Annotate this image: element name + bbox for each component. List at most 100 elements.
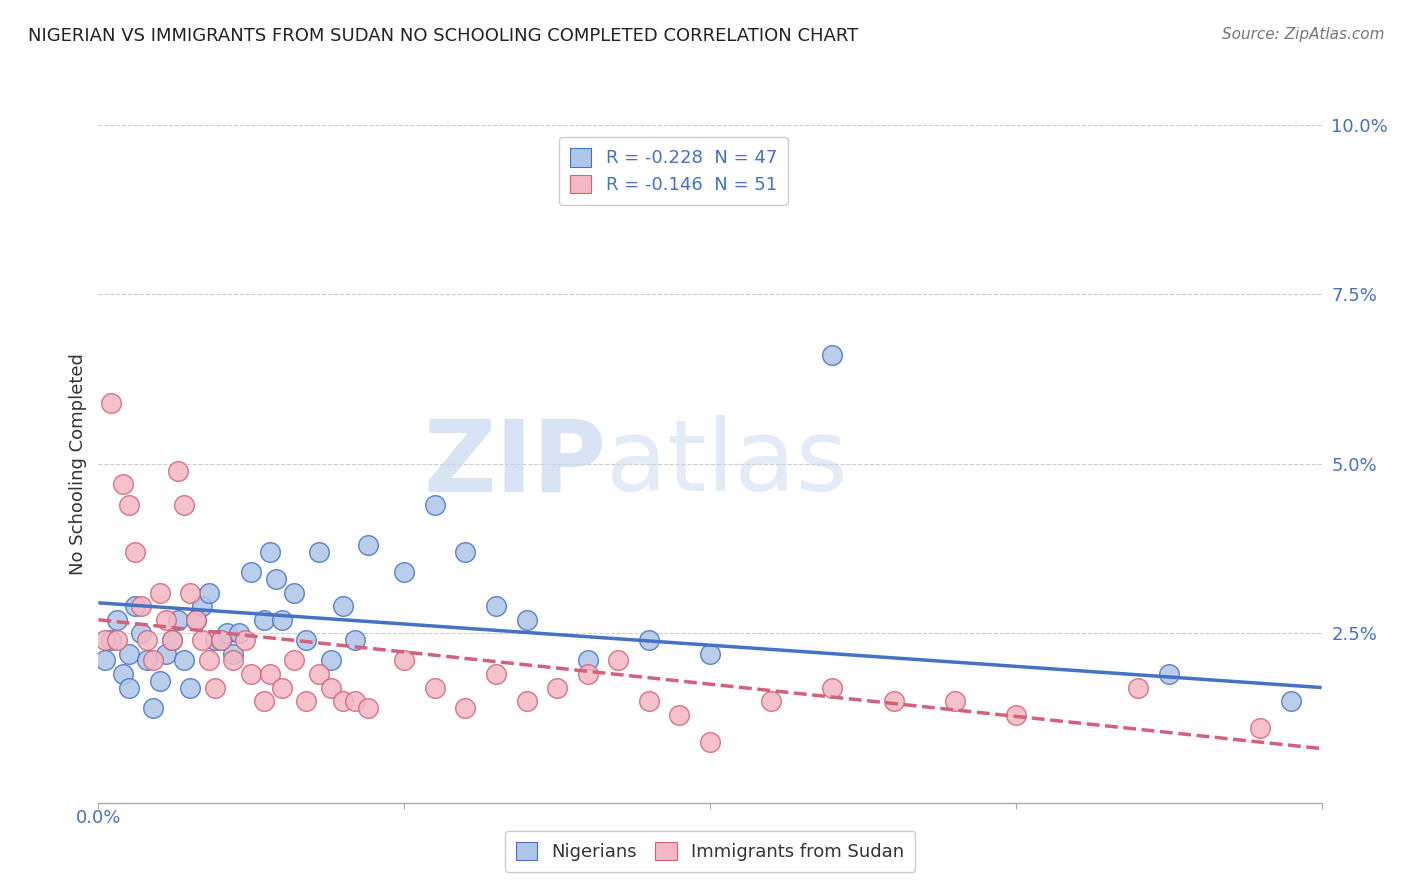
Point — [118, 498, 141, 512]
Point — [240, 566, 263, 580]
Point — [186, 613, 208, 627]
Point — [93, 653, 115, 667]
Point — [637, 633, 661, 648]
Point — [485, 667, 508, 681]
Point — [259, 545, 281, 559]
Point — [124, 599, 146, 614]
Point — [356, 538, 378, 552]
Point — [319, 653, 342, 667]
Point — [129, 626, 152, 640]
Point — [191, 633, 214, 648]
Point — [252, 694, 274, 708]
Point — [142, 653, 165, 667]
Point — [576, 667, 599, 681]
Point — [392, 653, 416, 667]
Point — [197, 653, 219, 667]
Point — [295, 694, 318, 708]
Point — [454, 701, 477, 715]
Point — [136, 653, 159, 667]
Point — [283, 585, 305, 599]
Text: atlas: atlas — [606, 416, 848, 512]
Point — [1157, 667, 1180, 681]
Point — [270, 613, 292, 627]
Point — [516, 694, 538, 708]
Point — [1249, 721, 1271, 735]
Point — [167, 464, 190, 478]
Point — [105, 633, 128, 648]
Text: 0.0%: 0.0% — [76, 809, 121, 827]
Point — [136, 633, 159, 648]
Point — [1279, 694, 1302, 708]
Point — [668, 707, 690, 722]
Point — [100, 396, 122, 410]
Point — [93, 633, 115, 648]
Point — [222, 647, 245, 661]
Point — [485, 599, 508, 614]
Point — [149, 673, 172, 688]
Point — [943, 694, 966, 708]
Point — [160, 633, 183, 648]
Point — [308, 545, 330, 559]
Point — [1128, 681, 1150, 695]
Point — [186, 613, 208, 627]
Point — [173, 653, 195, 667]
Point — [264, 572, 287, 586]
Point — [252, 613, 274, 627]
Point — [319, 681, 342, 695]
Point — [100, 633, 122, 648]
Text: Source: ZipAtlas.com: Source: ZipAtlas.com — [1222, 27, 1385, 42]
Point — [759, 694, 782, 708]
Point — [209, 633, 232, 648]
Point — [270, 681, 292, 695]
Point — [167, 613, 190, 627]
Point — [222, 653, 245, 667]
Point — [821, 681, 844, 695]
Point — [149, 585, 172, 599]
Point — [233, 633, 256, 648]
Point — [204, 633, 226, 648]
Point — [160, 633, 183, 648]
Point — [259, 667, 281, 681]
Point — [344, 633, 367, 648]
Point — [118, 681, 141, 695]
Point — [516, 613, 538, 627]
Point — [344, 694, 367, 708]
Point — [308, 667, 330, 681]
Point — [607, 653, 630, 667]
Point — [1004, 707, 1026, 722]
Point — [124, 545, 146, 559]
Text: ZIP: ZIP — [423, 416, 606, 512]
Point — [883, 694, 905, 708]
Point — [546, 681, 568, 695]
Point — [454, 545, 477, 559]
Point — [155, 647, 177, 661]
Point — [111, 477, 134, 491]
Point — [197, 585, 219, 599]
Point — [191, 599, 214, 614]
Point — [179, 681, 201, 695]
Point — [699, 735, 721, 749]
Point — [228, 626, 250, 640]
Text: NIGERIAN VS IMMIGRANTS FROM SUDAN NO SCHOOLING COMPLETED CORRELATION CHART: NIGERIAN VS IMMIGRANTS FROM SUDAN NO SCH… — [28, 27, 859, 45]
Point — [118, 647, 141, 661]
Point — [295, 633, 318, 648]
Point — [240, 667, 263, 681]
Point — [129, 599, 152, 614]
Point — [209, 633, 232, 648]
Y-axis label: No Schooling Completed: No Schooling Completed — [69, 353, 87, 574]
Point — [392, 566, 416, 580]
Point — [142, 701, 165, 715]
Point — [283, 653, 305, 667]
Point — [332, 694, 354, 708]
Point — [423, 498, 446, 512]
Point — [423, 681, 446, 695]
Point — [105, 613, 128, 627]
Point — [111, 667, 134, 681]
Point — [576, 653, 599, 667]
Point — [356, 701, 378, 715]
Point — [215, 626, 238, 640]
Point — [179, 585, 201, 599]
Point — [204, 681, 226, 695]
Point — [637, 694, 661, 708]
Point — [155, 613, 177, 627]
